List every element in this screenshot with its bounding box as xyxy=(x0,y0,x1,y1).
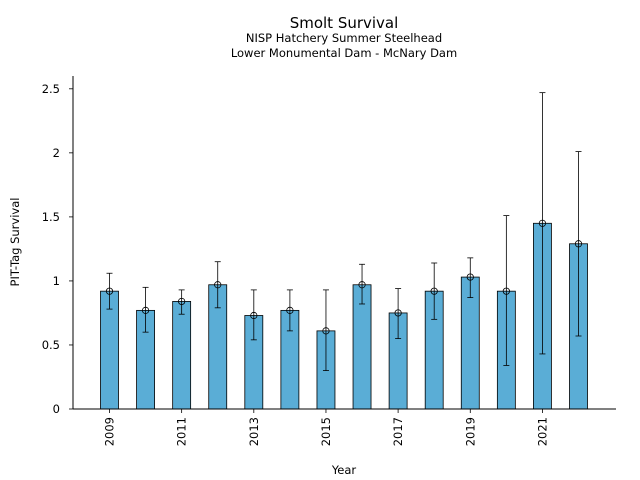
point-marker-2015 xyxy=(322,327,330,335)
point-markers-layer xyxy=(105,219,583,335)
x-tick-label-2011: 2011 xyxy=(175,417,189,446)
error-bar-2010 xyxy=(142,286,149,333)
point-marker-2011 xyxy=(178,297,186,306)
x-tick-label-2019: 2019 xyxy=(463,417,477,446)
point-marker-2016 xyxy=(358,281,366,289)
point-marker-2017 xyxy=(394,309,402,317)
x-tick-label-2015: 2015 xyxy=(319,417,333,446)
error-bar-2018 xyxy=(431,262,438,320)
point-marker-2010 xyxy=(141,306,150,314)
point-marker-2018 xyxy=(430,287,438,295)
point-marker-2021 xyxy=(538,219,547,227)
point-marker-2022 xyxy=(574,240,583,248)
point-marker-2014 xyxy=(286,306,294,314)
error-bar-2022 xyxy=(575,151,582,337)
chart-subtitle-line-2: Lower Monumental Dam - McNary Dam xyxy=(231,46,457,60)
error-bars-layer xyxy=(106,92,582,371)
point-marker-2020 xyxy=(502,287,510,295)
error-bar-2019 xyxy=(467,257,474,298)
x-tick-label-2009: 2009 xyxy=(103,417,117,446)
error-bar-2016 xyxy=(359,263,366,305)
y-tick-label-5: 2.5 xyxy=(42,82,60,96)
error-bar-2014 xyxy=(286,289,293,332)
error-bar-2009 xyxy=(106,272,113,310)
x-tick-label-2021: 2021 xyxy=(535,417,549,446)
point-marker-2012 xyxy=(214,281,222,289)
x-ticks-layer: 2009 2011 2013 2015 2017 2019 2021 xyxy=(103,409,549,446)
chart-subtitle-line-1: NISP Hatchery Summer Steelhead xyxy=(246,31,442,45)
x-tick-label-2013: 2013 xyxy=(247,417,261,446)
error-bar-2013 xyxy=(250,289,257,341)
x-axis-label: Year xyxy=(331,463,357,477)
y-ticks-layer: 0 0.5 1 1.5 2 2.5 xyxy=(42,82,73,416)
error-bar-2021 xyxy=(539,92,546,355)
bar-2011 xyxy=(172,301,192,410)
chart-title: Smolt Survival xyxy=(290,14,399,32)
point-marker-2013 xyxy=(250,311,258,320)
y-tick-label-2: 1 xyxy=(53,274,60,288)
bars-layer xyxy=(100,222,588,410)
point-marker-2019 xyxy=(466,273,474,281)
error-bar-2012 xyxy=(214,261,221,309)
point-marker-2009 xyxy=(105,287,114,295)
y-axis-label: PIT-Tag Survival xyxy=(8,198,22,287)
error-bar-2015 xyxy=(322,289,329,371)
error-bar-2011 xyxy=(178,289,185,315)
error-bar-2017 xyxy=(395,288,402,339)
x-tick-label-2017: 2017 xyxy=(391,417,405,446)
y-tick-label-3: 1.5 xyxy=(42,210,60,224)
y-tick-label-1: 0.5 xyxy=(42,338,60,352)
y-tick-label-4: 2 xyxy=(53,146,60,160)
error-bar-2020 xyxy=(503,215,510,366)
y-tick-label-0: 0 xyxy=(53,402,60,416)
